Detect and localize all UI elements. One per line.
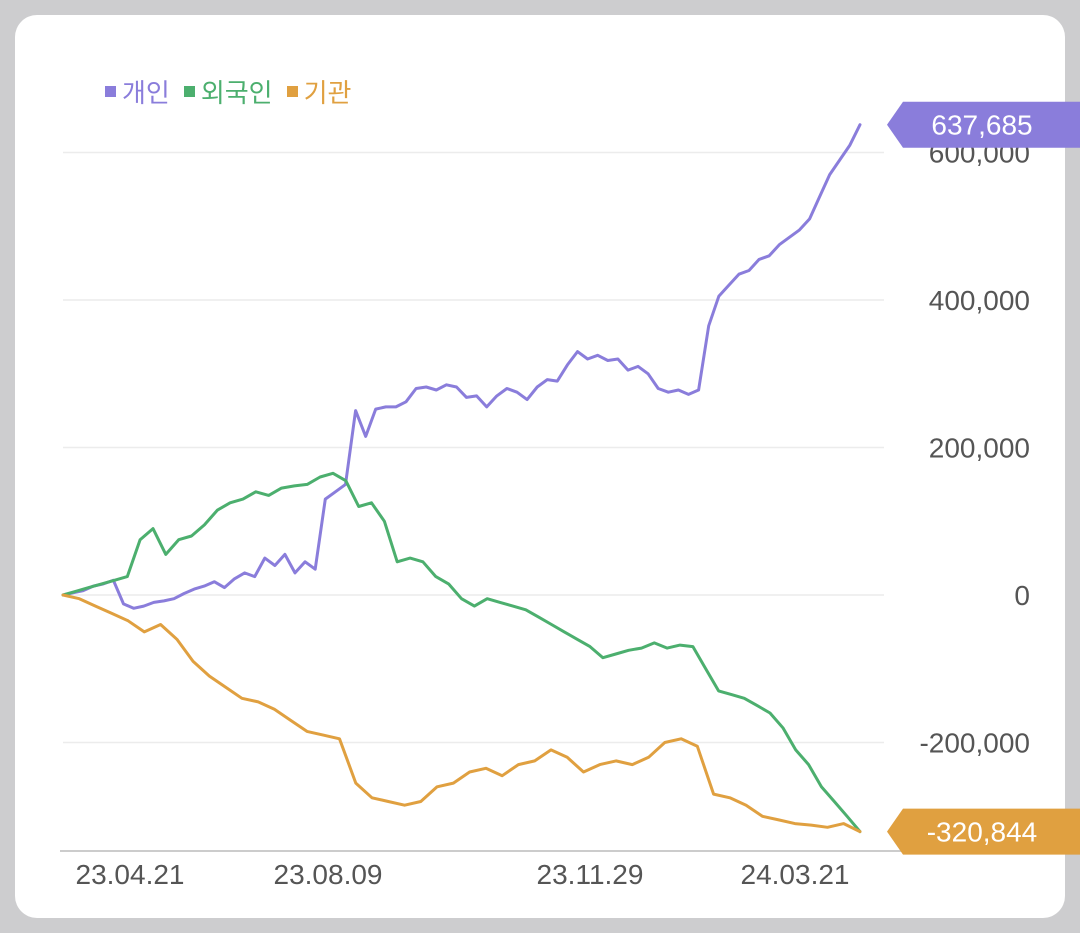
legend-item-individual[interactable]: 개인: [105, 73, 170, 110]
line-individual: [61, 123, 862, 610]
line-institution: [61, 593, 862, 834]
end-value-label: 637,685: [931, 110, 1032, 141]
legend-swatch-individual: [105, 86, 116, 97]
chart-legend: 개인 외국인 기관: [105, 73, 351, 110]
x-tick-label: 23.11.29: [537, 859, 644, 890]
y-tick-label: -200,000: [919, 728, 1030, 759]
y-tick-label: 200,000: [929, 433, 1030, 464]
line-foreign: [61, 471, 862, 834]
legend-item-foreign[interactable]: 외국인: [183, 73, 273, 110]
x-tick-label: 24.03.21: [741, 859, 850, 890]
y-tick-label: 0: [1014, 580, 1030, 611]
legend-item-institution[interactable]: 기관: [286, 73, 352, 110]
x-tick-label: 23.04.21: [76, 859, 185, 890]
end-value-tag: [887, 808, 1080, 855]
end-value-label: -320,844: [927, 817, 1038, 848]
y-tick-label: 400,000: [929, 285, 1030, 316]
chart-card: 개인 외국인 기관: [15, 15, 1065, 918]
legend-label-institution: 기관: [303, 78, 352, 108]
end-value-tag: [887, 101, 1080, 148]
legend-label-foreign: 외국인: [200, 78, 273, 108]
legend-swatch-institution: [286, 86, 298, 97]
x-tick-label: 23.08.09: [274, 859, 383, 890]
legend-label-individual: 개인: [122, 78, 170, 108]
legend-swatch-foreign: [183, 86, 195, 97]
